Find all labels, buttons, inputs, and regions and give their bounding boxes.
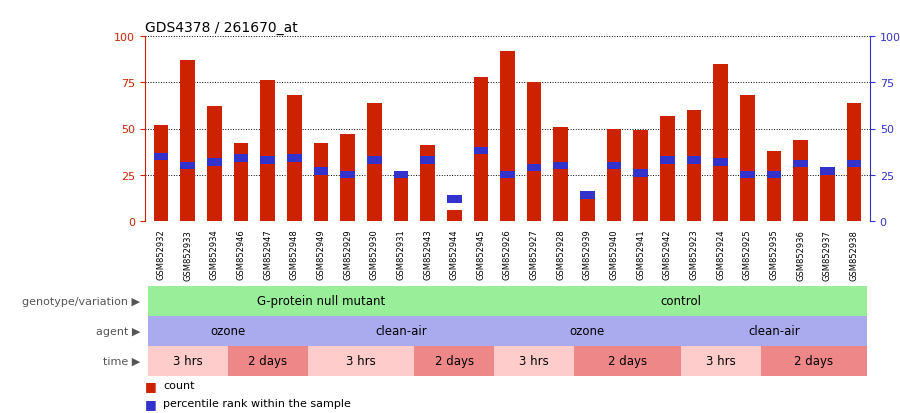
Bar xyxy=(393,176,409,221)
Bar xyxy=(234,144,248,221)
Bar xyxy=(680,346,760,376)
Text: ozone: ozone xyxy=(210,325,246,338)
Bar xyxy=(148,316,308,346)
Bar xyxy=(767,151,781,221)
Bar xyxy=(154,126,168,221)
Bar xyxy=(494,286,868,316)
Bar xyxy=(574,346,680,376)
Bar xyxy=(607,162,621,170)
Bar xyxy=(634,131,648,221)
Bar xyxy=(180,61,195,221)
Bar xyxy=(767,172,781,179)
Bar xyxy=(228,346,308,376)
Bar xyxy=(148,346,228,376)
Bar xyxy=(500,172,515,179)
Bar xyxy=(207,107,221,221)
Bar xyxy=(420,146,435,221)
Bar xyxy=(367,157,382,164)
Bar xyxy=(554,162,568,170)
Bar xyxy=(234,155,248,162)
Bar xyxy=(420,157,435,164)
Bar xyxy=(794,161,808,168)
Bar xyxy=(660,157,675,164)
Text: GDS4378 / 261670_at: GDS4378 / 261670_at xyxy=(145,21,298,35)
Bar xyxy=(494,316,680,346)
Bar xyxy=(687,157,701,164)
Bar xyxy=(794,140,808,221)
Text: ■: ■ xyxy=(145,397,157,410)
Bar xyxy=(847,161,861,168)
Text: time ▶: time ▶ xyxy=(103,356,140,366)
Text: 3 hrs: 3 hrs xyxy=(706,355,735,368)
Bar xyxy=(526,164,542,172)
Bar xyxy=(607,129,621,221)
Bar xyxy=(308,346,414,376)
Bar xyxy=(313,168,328,176)
Text: ozone: ozone xyxy=(570,325,605,338)
Text: 3 hrs: 3 hrs xyxy=(173,355,202,368)
Bar xyxy=(340,135,355,221)
Bar xyxy=(154,153,168,161)
Bar xyxy=(207,159,221,166)
Text: 2 days: 2 days xyxy=(608,355,647,368)
Bar xyxy=(580,192,595,199)
Bar xyxy=(494,346,574,376)
Bar xyxy=(687,111,701,221)
Text: clean-air: clean-air xyxy=(375,325,427,338)
Bar xyxy=(680,316,868,346)
Bar xyxy=(526,83,542,221)
Bar xyxy=(554,127,568,221)
Bar xyxy=(148,286,494,316)
Bar xyxy=(447,196,462,203)
Bar xyxy=(180,162,195,170)
Bar xyxy=(260,81,274,221)
Bar xyxy=(714,64,728,221)
Text: count: count xyxy=(163,380,194,391)
Text: genotype/variation ▶: genotype/variation ▶ xyxy=(22,296,140,306)
Text: ■: ■ xyxy=(145,379,157,392)
Text: percentile rank within the sample: percentile rank within the sample xyxy=(163,399,351,408)
Bar xyxy=(847,103,861,221)
Text: control: control xyxy=(661,295,701,308)
Bar xyxy=(473,147,488,155)
Text: 2 days: 2 days xyxy=(795,355,833,368)
Text: G-protein null mutant: G-protein null mutant xyxy=(256,295,385,308)
Text: 3 hrs: 3 hrs xyxy=(346,355,376,368)
Bar xyxy=(308,316,494,346)
Bar xyxy=(367,103,382,221)
Bar xyxy=(634,170,648,177)
Bar xyxy=(580,199,595,221)
Text: 2 days: 2 days xyxy=(435,355,473,368)
Text: clean-air: clean-air xyxy=(748,325,800,338)
Bar xyxy=(447,210,462,221)
Bar xyxy=(714,159,728,166)
Bar xyxy=(473,78,488,221)
Bar xyxy=(500,52,515,221)
Bar xyxy=(260,157,274,164)
Bar xyxy=(820,173,834,221)
Text: 3 hrs: 3 hrs xyxy=(519,355,549,368)
Bar xyxy=(740,96,755,221)
Bar xyxy=(820,168,834,176)
Bar xyxy=(313,144,328,221)
Bar xyxy=(740,172,755,179)
Bar xyxy=(760,346,868,376)
Bar xyxy=(660,116,675,221)
Text: 2 days: 2 days xyxy=(248,355,287,368)
Bar xyxy=(287,155,302,162)
Bar xyxy=(287,96,302,221)
Text: agent ▶: agent ▶ xyxy=(95,326,140,336)
Bar xyxy=(414,346,494,376)
Bar xyxy=(393,172,409,179)
Bar xyxy=(340,172,355,179)
